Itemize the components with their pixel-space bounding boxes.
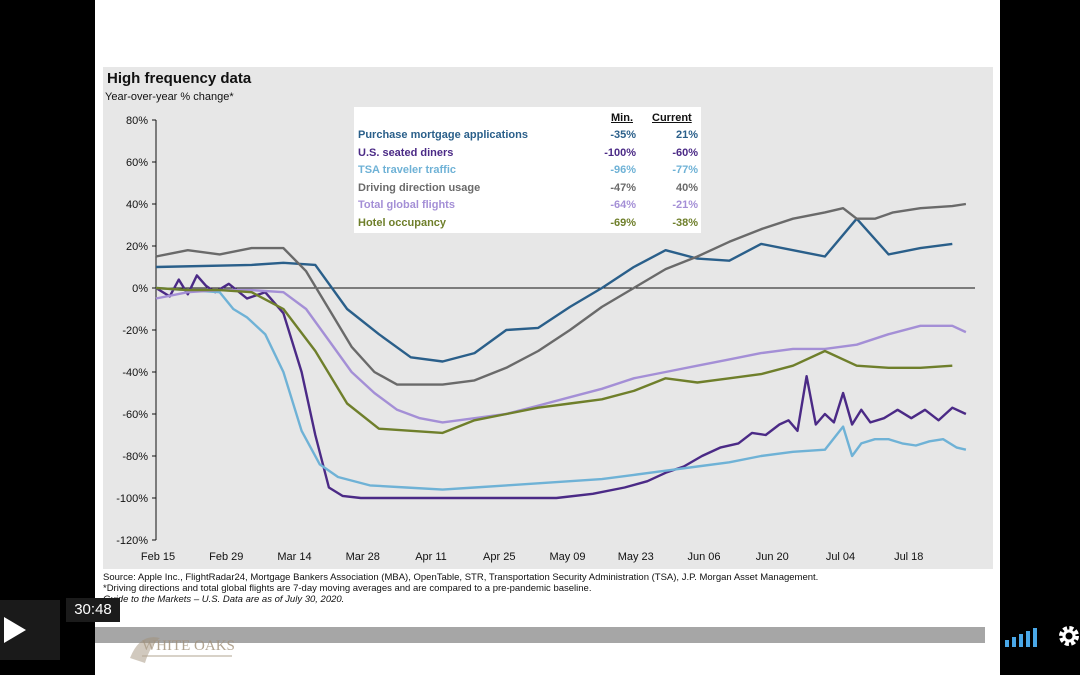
logo-text: WHITE OAKS — [142, 638, 235, 654]
play-button[interactable] — [0, 600, 60, 660]
legend-current-value: 21% — [675, 129, 698, 141]
chart-subtitle: Year-over-year % change* — [105, 91, 234, 103]
legend-series-name: U.S. seated diners — [358, 146, 454, 159]
y-tick-label: -20% — [122, 325, 148, 337]
legend-current-value: -21% — [672, 199, 698, 211]
x-tick-label: May 23 — [618, 551, 654, 563]
white-oaks-logo-icon: WHITE OAKS — [130, 637, 235, 663]
y-tick-label: 40% — [126, 199, 148, 211]
y-tick-label: -100% — [116, 493, 148, 505]
series-line — [155, 217, 953, 363]
y-tick-label: -80% — [122, 451, 148, 463]
source-text: Source: Apple Inc., FlightRadar24, Mortg… — [103, 572, 819, 594]
source-date: Guide to the Markets – U.S. Data are as … — [103, 594, 345, 605]
legend-current-value: 40% — [675, 181, 698, 194]
logo: WHITE OAKS — [120, 628, 240, 668]
y-tick-label: -40% — [122, 367, 148, 379]
y-tick-label: 80% — [126, 115, 148, 127]
legend-header-current: Current — [652, 112, 692, 124]
y-tick-label: -60% — [122, 409, 148, 421]
gear-icon[interactable] — [1057, 624, 1080, 648]
y-tick-label: -120% — [116, 535, 148, 547]
series-line — [155, 286, 967, 491]
legend-min-value: -100% — [604, 146, 636, 159]
x-tick-label: Apr 25 — [483, 551, 515, 563]
timecode: 30:48 — [66, 598, 120, 622]
x-tick-label: Jun 20 — [756, 551, 789, 563]
volume-icon[interactable] — [1005, 627, 1045, 647]
x-tick-label: Jul 04 — [826, 551, 855, 563]
x-tick-label: Jun 06 — [687, 551, 720, 563]
x-tick-label: Feb 29 — [209, 551, 243, 563]
legend-series-name: Driving direction usage — [358, 181, 481, 194]
legend-min-value: -47% — [610, 181, 636, 194]
x-tick-label: Mar 14 — [277, 551, 311, 563]
x-tick-label: Mar 28 — [346, 551, 380, 563]
legend-table — [354, 107, 701, 233]
series-line — [155, 286, 953, 435]
legend-series-name: Purchase mortgage applications — [358, 129, 528, 141]
x-tick-label: Jul 18 — [894, 551, 923, 563]
source-note: Source: Apple Inc., FlightRadar24, Mortg… — [103, 572, 823, 605]
legend-min-value: -69% — [610, 216, 636, 229]
chart-title: High frequency data — [107, 70, 252, 87]
legend-series-name: Hotel occupancy — [358, 216, 447, 229]
play-icon — [4, 617, 26, 643]
series-line — [155, 288, 967, 424]
y-tick-label: 0% — [132, 283, 148, 295]
series-line — [155, 202, 967, 386]
legend-current-value: -38% — [672, 216, 698, 229]
legend-min-value: -64% — [610, 199, 636, 211]
legend-header-min: Min. — [611, 112, 633, 124]
legend-series-name: TSA traveler traffic — [358, 164, 457, 176]
x-tick-label: Apr 11 — [415, 551, 447, 563]
legend-current-value: -77% — [672, 164, 698, 176]
legend-current-value: -60% — [672, 146, 698, 159]
legend-series-name: Total global flights — [358, 199, 455, 211]
x-tick-label: May 09 — [549, 551, 585, 563]
y-tick-label: 60% — [126, 157, 148, 169]
y-tick-label: 20% — [126, 241, 148, 253]
x-tick-label: Feb 15 — [141, 551, 175, 563]
series-line — [155, 274, 967, 500]
legend-min-value: -35% — [610, 129, 636, 141]
legend-min-value: -96% — [610, 164, 636, 176]
progress-bar[interactable] — [95, 627, 985, 643]
